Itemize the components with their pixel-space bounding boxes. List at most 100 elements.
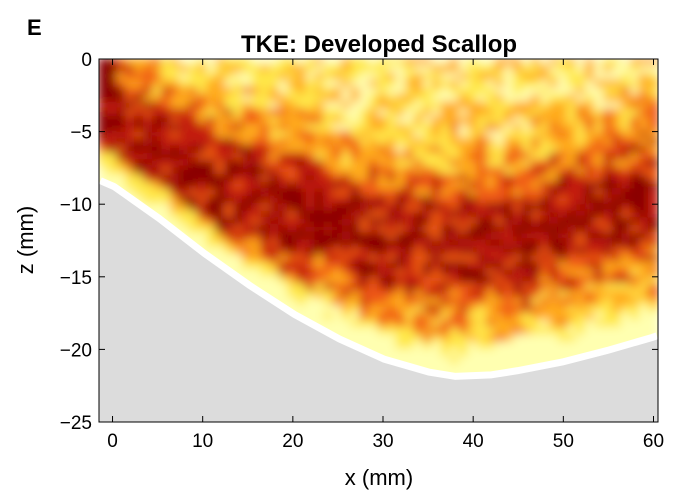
heatmap-cell <box>467 217 479 227</box>
heatmap-cell <box>368 268 380 278</box>
heatmap-cell <box>323 166 335 177</box>
heatmap-cell <box>422 362 434 373</box>
heatmap-cell <box>242 137 254 148</box>
heatmap-cell <box>215 108 227 119</box>
heatmap-cell <box>278 59 290 68</box>
heatmap-cell <box>476 87 488 97</box>
heatmap-cell <box>233 137 245 148</box>
heatmap-cell <box>494 283 506 293</box>
heatmap-cell <box>422 174 434 184</box>
heatmap-cell <box>521 130 533 140</box>
heatmap-cell <box>368 232 380 242</box>
heatmap-cell <box>305 108 317 119</box>
heatmap-cell <box>296 108 308 119</box>
heatmap-cell <box>188 79 200 90</box>
heatmap-cell <box>125 65 137 75</box>
heatmap-cell <box>449 116 461 126</box>
heatmap-cell <box>620 304 632 315</box>
heatmap-cell <box>377 232 389 242</box>
heatmap-cell <box>467 239 479 249</box>
heatmap-cell <box>575 152 587 162</box>
heatmap-cell <box>278 261 290 271</box>
heatmap-cell <box>476 297 488 307</box>
heatmap-cell <box>404 217 416 227</box>
heatmap-cell <box>242 152 254 162</box>
heatmap-cell <box>422 246 434 257</box>
heatmap-cell <box>377 297 389 307</box>
heatmap-cell <box>440 203 452 213</box>
heatmap-cell <box>539 275 551 286</box>
heatmap-cell <box>224 246 236 257</box>
heatmap-cell <box>197 232 209 242</box>
heatmap-cell <box>224 72 236 82</box>
heatmap-cell <box>494 341 506 351</box>
heatmap-cell <box>170 130 182 140</box>
heatmap-cell <box>629 116 641 126</box>
heatmap-cell <box>521 333 533 344</box>
heatmap-cell <box>647 159 658 169</box>
heatmap-cell <box>548 275 560 286</box>
heatmap-cell <box>503 72 515 82</box>
heatmap-cell <box>602 261 614 271</box>
heatmap-cell <box>530 224 542 235</box>
heatmap-cell <box>449 254 461 264</box>
heatmap-cell <box>323 188 335 198</box>
heatmap-cell <box>323 304 335 315</box>
heatmap-cell <box>557 348 569 358</box>
heatmap-cell <box>575 87 587 97</box>
heatmap-cell <box>395 123 407 133</box>
heatmap-cell <box>386 261 398 271</box>
heatmap-cell <box>449 59 461 68</box>
heatmap-cell <box>287 275 299 286</box>
heatmap-cell <box>611 87 623 97</box>
heatmap-cell <box>314 137 326 148</box>
heatmap-cell <box>206 203 218 213</box>
heatmap-cell <box>125 145 137 155</box>
heatmap-cell <box>296 304 308 315</box>
heatmap-cell <box>386 239 398 249</box>
heatmap-cell <box>620 326 632 336</box>
heatmap-cell <box>575 65 587 75</box>
heatmap-cell <box>548 181 560 191</box>
heatmap-cell <box>638 290 650 300</box>
heatmap-cell <box>287 254 299 264</box>
heatmap-cell <box>242 108 254 119</box>
heatmap-cell <box>269 203 281 213</box>
heatmap-cell <box>458 101 470 111</box>
heatmap-cell <box>278 137 290 148</box>
heatmap-cell <box>530 159 542 169</box>
heatmap-cell <box>242 239 254 249</box>
heatmap-cell <box>314 72 326 82</box>
heatmap-cell <box>287 94 299 104</box>
heatmap-cell <box>467 304 479 315</box>
heatmap-cell <box>305 297 317 307</box>
heatmap-cell <box>503 59 515 68</box>
heatmap-cell <box>386 283 398 293</box>
heatmap-cell <box>440 239 452 249</box>
heatmap-cell <box>269 232 281 242</box>
heatmap-cell <box>116 79 128 90</box>
heatmap-cell <box>359 87 371 97</box>
heatmap-cell <box>404 261 416 271</box>
heatmap-cell <box>99 166 110 177</box>
heatmap-cell <box>125 123 137 133</box>
heatmap-cell <box>269 217 281 227</box>
heatmap-cell <box>125 101 137 111</box>
heatmap-cell <box>422 304 434 315</box>
heatmap-cell <box>449 239 461 249</box>
heatmap-cell <box>584 224 596 235</box>
heatmap-cell <box>332 188 344 198</box>
heatmap-cell <box>431 59 443 68</box>
heatmap-cell <box>593 254 605 264</box>
heatmap-cell <box>188 210 200 220</box>
heatmap-cell <box>647 72 658 82</box>
heatmap-cell <box>188 65 200 75</box>
heatmap-cell <box>341 130 353 140</box>
heatmap-cell <box>323 101 335 111</box>
heatmap-cell <box>215 72 227 82</box>
heatmap-cell <box>161 181 173 191</box>
heatmap-cell <box>611 123 623 133</box>
heatmap-cell <box>251 261 263 271</box>
heatmap-cell <box>539 326 551 336</box>
heatmap-cell <box>476 275 488 286</box>
